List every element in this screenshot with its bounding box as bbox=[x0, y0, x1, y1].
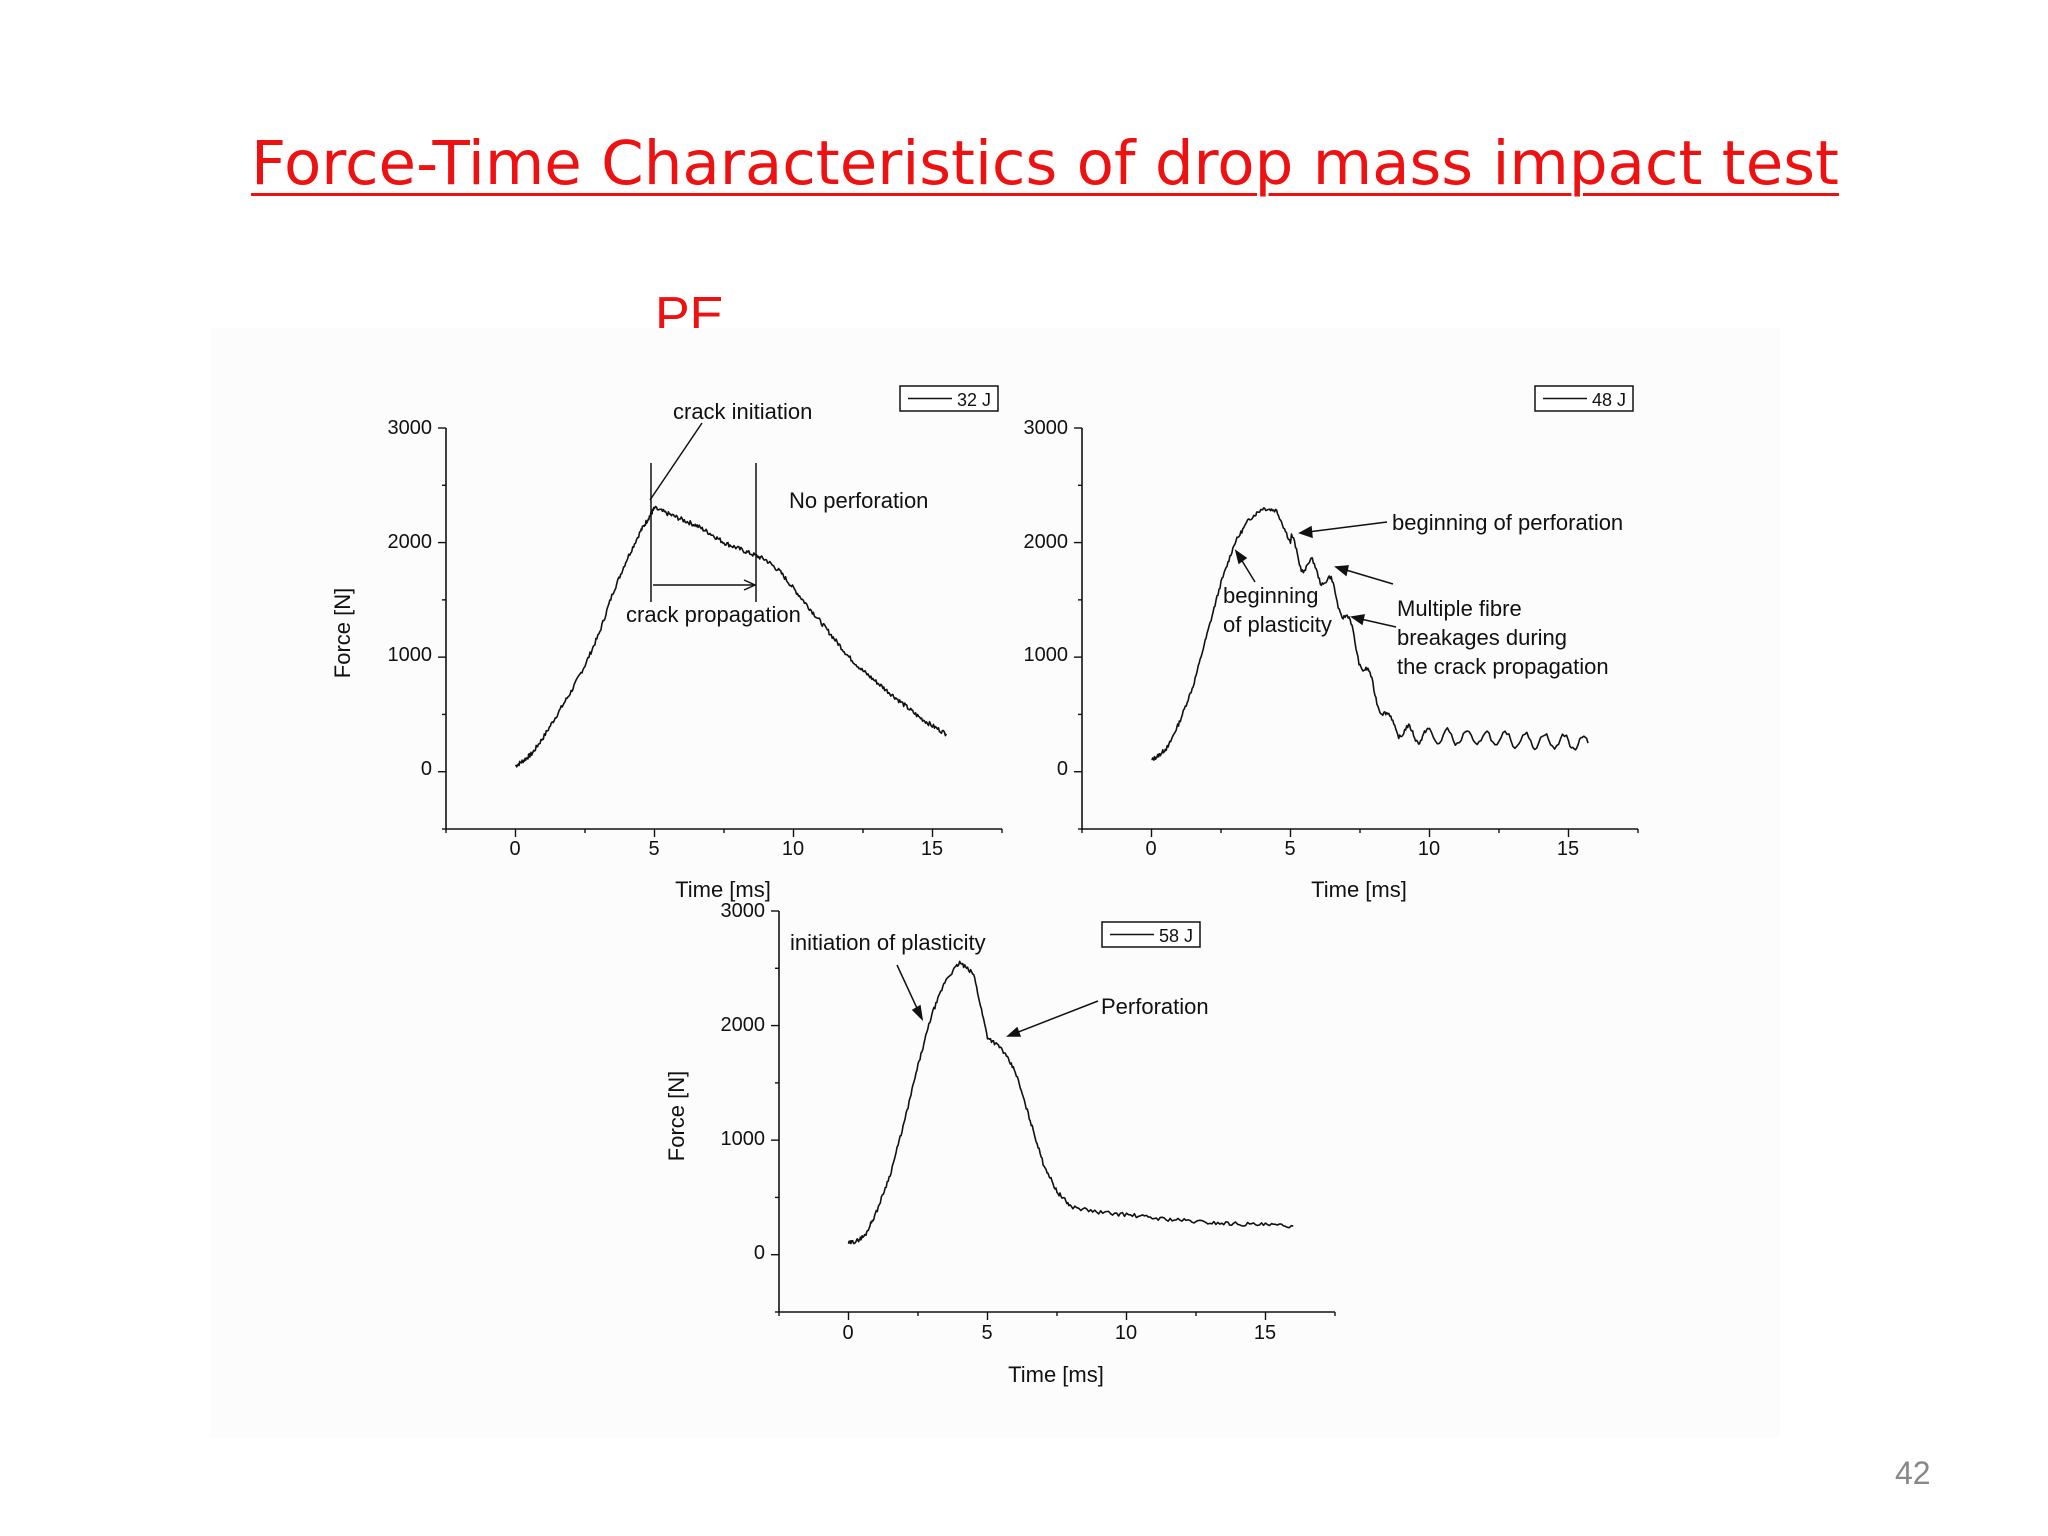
annotation-beginning-of-perforation: beginning of perforation bbox=[1392, 510, 1623, 535]
annotation-of-plasticity: of plasticity bbox=[1223, 612, 1332, 637]
chart-58j: 3000 2000 1000 0 0 5 10 15 Time [ms] For… bbox=[664, 900, 1336, 1387]
ytick-label: 1000 bbox=[388, 644, 433, 666]
chart-32j-ytick-labels: 3000 2000 1000 0 bbox=[388, 417, 433, 780]
x-axis-label: Time [ms] bbox=[1311, 877, 1407, 902]
series-line bbox=[514, 505, 948, 768]
annotation-crack-propagation: the crack propagation bbox=[1397, 654, 1609, 679]
chart-48j-axes bbox=[1074, 427, 1639, 837]
xtick-label: 0 bbox=[1145, 838, 1156, 860]
chart-58j-ytick-labels: 3000 2000 1000 0 bbox=[721, 900, 766, 1264]
annotation-crack-propagation: crack propagation bbox=[626, 602, 801, 627]
chart-48j-annotation-marks bbox=[1234, 521, 1397, 628]
annotation-no-perforation: No perforation bbox=[789, 488, 928, 513]
xtick-label: 15 bbox=[1254, 1322, 1276, 1344]
chart-48j-legend: 48 J bbox=[1534, 385, 1634, 412]
x-axis-label: Time [ms] bbox=[675, 877, 771, 902]
series-line bbox=[1151, 507, 1589, 761]
slide-title: Force-Time Characteristics of drop mass … bbox=[251, 128, 1839, 199]
annotation-beginning: beginning bbox=[1223, 583, 1318, 608]
xtick-label: 10 bbox=[1115, 1322, 1137, 1344]
chart-48j: 3000 2000 1000 0 0 5 10 15 Time [ms] 48 … bbox=[1024, 385, 1639, 902]
xtick-label: 10 bbox=[782, 838, 804, 860]
chart-58j-xtick-labels: 0 5 10 15 bbox=[842, 1322, 1276, 1344]
chart-58j-legend: 58 J bbox=[1101, 921, 1201, 948]
annotation-initiation-of-plasticity: initiation of plasticity bbox=[790, 930, 986, 955]
xtick-label: 15 bbox=[1557, 838, 1579, 860]
ytick-label: 0 bbox=[754, 1242, 765, 1264]
xtick-label: 0 bbox=[842, 1322, 853, 1344]
ytick-label: 3000 bbox=[1024, 417, 1069, 439]
annotation-multiple-fibre: Multiple fibre bbox=[1397, 596, 1522, 621]
xtick-label: 0 bbox=[509, 838, 520, 860]
figure-background bbox=[210, 328, 1780, 1438]
chart-32j-legend: 32 J bbox=[899, 385, 999, 412]
ytick-label: 0 bbox=[421, 758, 432, 780]
chart-48j-series bbox=[1151, 507, 1589, 761]
xtick-label: 5 bbox=[648, 838, 659, 860]
ytick-label: 0 bbox=[1057, 758, 1068, 780]
legend-entry: 58 J bbox=[1159, 926, 1193, 946]
ytick-label: 1000 bbox=[721, 1128, 766, 1150]
ytick-label: 3000 bbox=[388, 417, 433, 439]
xtick-label: 10 bbox=[1418, 838, 1440, 860]
chart-58j-series bbox=[847, 960, 1294, 1245]
chart-32j-annotation-marks bbox=[649, 422, 757, 602]
chart-32j: 3000 2000 1000 0 0 5 10 15 Time [ms] For… bbox=[330, 385, 1003, 902]
y-axis-label: Force [N] bbox=[330, 588, 355, 678]
series-line bbox=[847, 960, 1294, 1245]
chart-32j-series bbox=[514, 505, 948, 768]
annotation-crack-initiation: crack initiation bbox=[673, 399, 812, 424]
ytick-label: 2000 bbox=[388, 531, 433, 553]
chart-58j-axes bbox=[771, 910, 1336, 1320]
chart-32j-axes bbox=[438, 427, 1003, 837]
xtick-label: 5 bbox=[981, 1322, 992, 1344]
annotation-breakages-during: breakages during bbox=[1397, 625, 1567, 650]
xtick-label: 15 bbox=[921, 838, 943, 860]
annotation-perforation: Perforation bbox=[1101, 994, 1209, 1019]
ytick-label: 2000 bbox=[721, 1014, 766, 1036]
chart-58j-annotation-marks bbox=[896, 964, 1099, 1037]
legend-entry: 32 J bbox=[957, 390, 991, 410]
page-number: 42 bbox=[1895, 1455, 1931, 1491]
chart-48j-ytick-labels: 3000 2000 1000 0 bbox=[1024, 417, 1069, 780]
ytick-label: 2000 bbox=[1024, 531, 1069, 553]
y-axis-label: Force [N] bbox=[664, 1071, 689, 1161]
x-axis-label: Time [ms] bbox=[1008, 1362, 1104, 1387]
xtick-label: 5 bbox=[1284, 838, 1295, 860]
ytick-label: 3000 bbox=[721, 900, 766, 922]
ytick-label: 1000 bbox=[1024, 644, 1069, 666]
chart-48j-xtick-labels: 0 5 10 15 bbox=[1145, 838, 1579, 860]
legend-entry: 48 J bbox=[1592, 390, 1626, 410]
chart-32j-xtick-labels: 0 5 10 15 bbox=[509, 838, 943, 860]
